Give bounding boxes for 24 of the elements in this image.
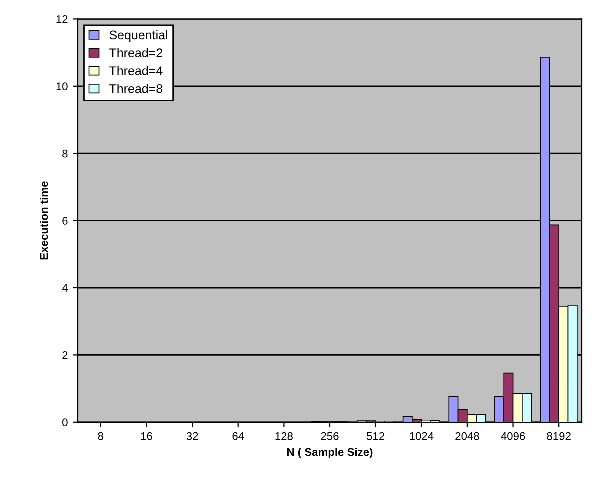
legend-label: Thread=2: [110, 48, 162, 58]
x-tick-label: 8: [98, 432, 104, 440]
legend-label: Thread=4: [110, 66, 163, 76]
x-tick-label: 1024: [410, 432, 434, 440]
y-tick-label: 10: [56, 82, 68, 91]
x-tick-label: 64: [232, 432, 244, 440]
y-tick-label: 12: [56, 15, 68, 24]
x-tick-label: 4096: [501, 432, 526, 440]
x-axis-title: N ( Sample Size): [288, 448, 373, 458]
legend-label: Sequential: [110, 30, 168, 42]
legend-label: Thread=8: [110, 84, 163, 94]
y-axis-title: Execution time: [40, 182, 48, 260]
y-tick-label: 2: [62, 351, 68, 360]
x-tick-label: 8192: [547, 432, 571, 440]
x-tick-label: 32: [186, 432, 198, 440]
y-tick-label: 4: [62, 284, 68, 292]
x-tick-label: 2048: [456, 432, 480, 440]
y-tick-label: 0: [62, 418, 68, 427]
y-tick-label: 8: [62, 150, 68, 158]
x-tick-label: 256: [321, 432, 339, 440]
x-tick-label: 128: [276, 432, 293, 440]
y-tick-label: 6: [62, 217, 68, 225]
x-tick-label: 16: [141, 432, 152, 440]
x-tick-label: 512: [366, 432, 385, 440]
